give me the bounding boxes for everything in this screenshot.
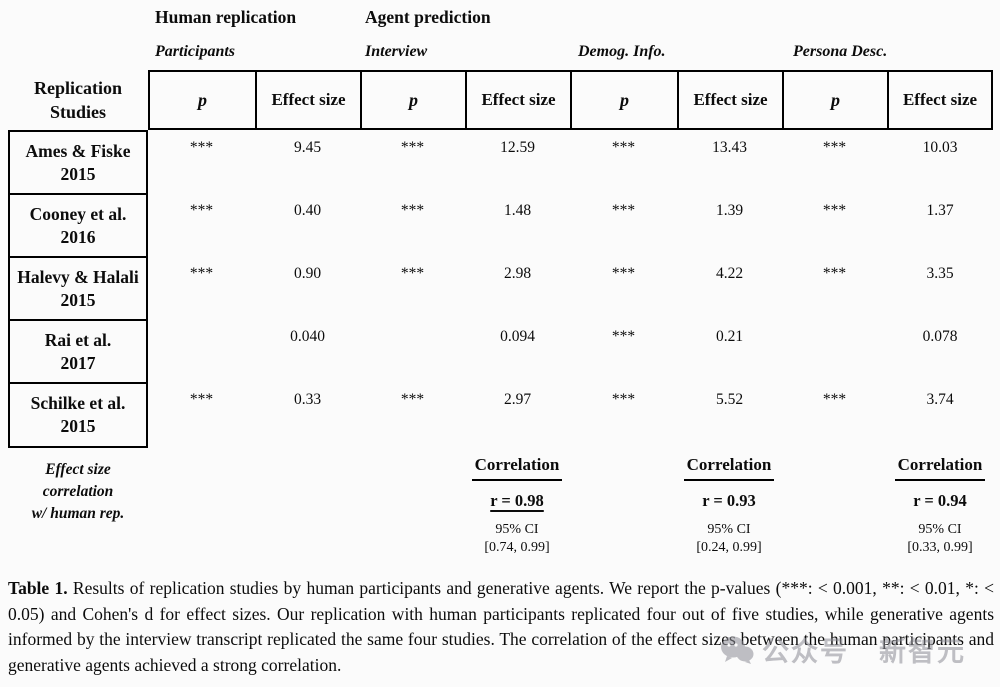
correlation-r-value: r = 0.98 [490, 491, 544, 510]
table-cell: *** [611, 391, 636, 408]
ci-range: [0.33, 0.99] [907, 540, 973, 555]
table-caption: Table 1. Results of replication studies … [8, 576, 994, 678]
group-label-human-replication: Human replication [155, 7, 297, 27]
study-year: 2015 [60, 289, 96, 310]
table-cell [148, 319, 255, 349]
ci-label: 95% CI [707, 522, 751, 537]
condition-label-persona-desc: Persona Desc. [793, 43, 888, 60]
correlation-r-value: r = 0.94 [913, 491, 967, 510]
table-cell: *** [400, 202, 425, 219]
study-name: Ames & Fiske [25, 140, 131, 161]
row-label-rai: Rai et al. 2017 [8, 319, 148, 385]
correlation-block-persona-desc: Correlation r = 0.94 95% CI [0.33, 0.99] [875, 455, 1000, 557]
row-label-halevy: Halevy & Halali 2015 [8, 256, 148, 322]
table-cell: 0.90 [293, 265, 322, 282]
table-cell: 3.35 [926, 265, 954, 282]
table-cell: 0.40 [293, 202, 322, 219]
condition-label-demog-info: Demog. Info. [578, 43, 666, 60]
row-label-ames-fiske: Ames & Fiske 2015 [8, 130, 148, 196]
table-cell: *** [189, 202, 214, 219]
table-cell: *** [400, 391, 425, 408]
column-header-effect-size: Effect size [677, 70, 782, 130]
table-cell: *** [189, 265, 214, 282]
table-cell: 10.03 [922, 139, 958, 156]
table-cell: *** [822, 202, 847, 219]
correlation-block-demog-info: Correlation r = 0.93 95% CI [0.24, 0.99] [664, 455, 794, 557]
ci-label: 95% CI [495, 522, 539, 537]
table-cell: 0.094 [500, 328, 535, 345]
column-header-p: p [570, 70, 677, 130]
table-cell: 3.74 [926, 391, 954, 408]
table-cell: *** [822, 139, 847, 156]
table-cell: 1.48 [503, 202, 532, 219]
row-label-schilke: Schilke et al. 2015 [8, 382, 148, 448]
table-cell: 2.98 [503, 265, 532, 282]
correlation-title: Correlation [683, 455, 775, 481]
study-year: 2015 [60, 163, 96, 184]
correlation-r-value: r = 0.93 [702, 491, 756, 510]
table-cell: 0.040 [290, 328, 325, 345]
table-cell: *** [822, 391, 847, 408]
study-year: 2016 [60, 226, 96, 247]
table-cell: 1.39 [715, 202, 744, 219]
study-name: Halevy & Halali [17, 266, 139, 287]
table-cell: 12.59 [500, 139, 535, 156]
table-cell [360, 319, 465, 349]
caption-label: Table 1. [8, 578, 68, 598]
ci-range: [0.74, 0.99] [484, 540, 550, 555]
column-header-p: p [360, 70, 465, 130]
study-year: 2017 [60, 352, 96, 373]
table-cell: *** [611, 139, 636, 156]
table-cell: 13.43 [712, 139, 747, 156]
table-cell: 0.33 [293, 391, 322, 408]
table-cell: *** [189, 391, 214, 408]
table-cell: *** [611, 328, 636, 345]
row-label-cooney: Cooney et al. 2016 [8, 193, 148, 259]
table-cell: 5.52 [715, 391, 744, 408]
corner-header-replication-studies: Replication Studies [34, 78, 122, 122]
correlation-block-interview: Correlation r = 0.98 95% CI [0.74, 0.99] [452, 455, 582, 557]
table-cell: 2.97 [503, 391, 532, 408]
table-cell: 0.21 [715, 328, 744, 345]
column-header-p: p [148, 70, 255, 130]
table-cell: 1.37 [926, 202, 954, 219]
table-cell: *** [822, 265, 847, 282]
table-cell: 4.22 [715, 265, 744, 282]
table-cell: *** [611, 265, 636, 282]
condition-label-participants: Participants [155, 43, 236, 60]
study-name: Cooney et al. [29, 203, 127, 224]
condition-label-interview: Interview [365, 43, 428, 60]
group-label-agent-prediction: Agent prediction [365, 7, 491, 27]
ci-label: 95% CI [918, 522, 962, 537]
table-cell: *** [189, 139, 214, 156]
table-cell: *** [611, 202, 636, 219]
column-header-effect-size: Effect size [887, 70, 993, 130]
footer-label-line: Effect size [45, 461, 111, 478]
table-cell: *** [400, 265, 425, 282]
ci-range: [0.24, 0.99] [696, 540, 762, 555]
table-cell: 9.45 [293, 139, 322, 156]
column-header-p: p [782, 70, 887, 130]
study-name: Schilke et al. [30, 392, 126, 413]
table-cell [782, 319, 887, 349]
correlation-title: Correlation [471, 455, 563, 481]
footer-label-line: w/ human rep. [31, 505, 125, 522]
column-header-effect-size: Effect size [255, 70, 360, 130]
study-name: Rai et al. [44, 329, 112, 350]
caption-text: Results of replication studies by human … [8, 578, 994, 675]
table-cell: 0.078 [922, 328, 958, 345]
footer-label-effect-size-correlation: Effect size correlation w/ human rep. [8, 459, 148, 525]
table-cell: *** [400, 139, 425, 156]
study-year: 2015 [60, 415, 96, 436]
footer-label-line: correlation [42, 483, 114, 500]
column-header-effect-size: Effect size [465, 70, 570, 130]
correlation-title: Correlation [894, 455, 986, 481]
